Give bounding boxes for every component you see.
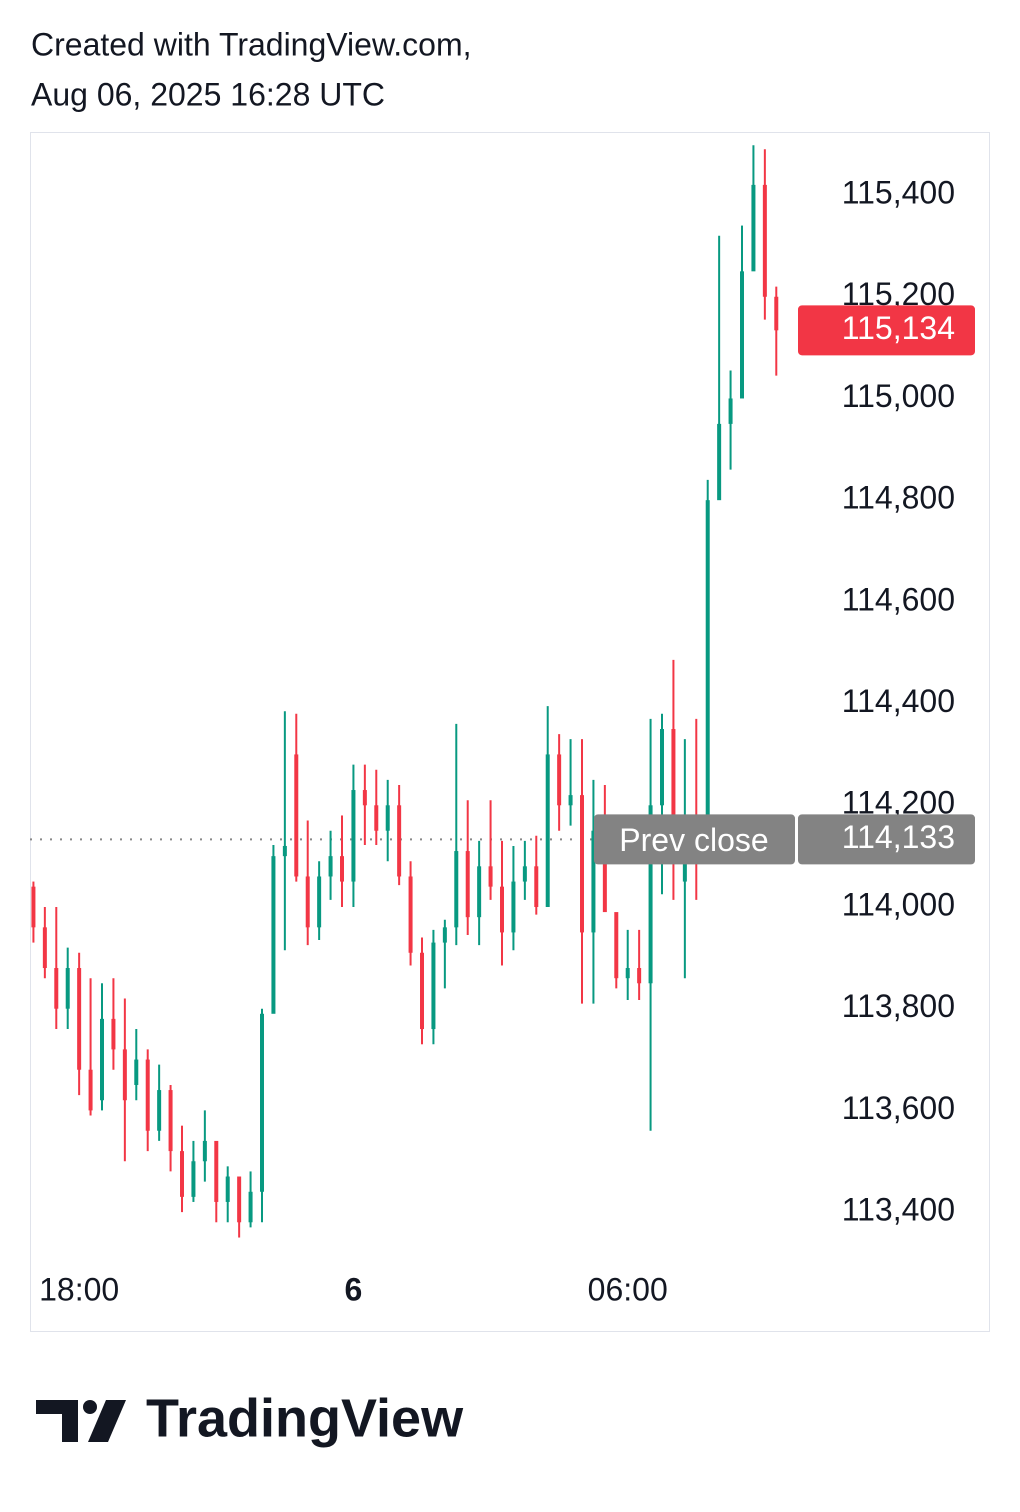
candle-body xyxy=(282,845,287,857)
candle-body xyxy=(225,1176,230,1202)
candle-body xyxy=(602,830,607,913)
candle-body xyxy=(31,886,36,928)
candle-body xyxy=(88,1069,93,1111)
candle-body xyxy=(202,1140,207,1162)
candle-body xyxy=(248,1191,253,1223)
y-tick-label: 114,800 xyxy=(842,480,955,516)
candle-body xyxy=(545,754,550,907)
candle-body xyxy=(625,968,630,979)
candle-body xyxy=(65,968,70,1009)
candle-body xyxy=(488,866,493,887)
candle-body xyxy=(705,500,710,857)
x-tick-label: 18:00 xyxy=(39,1271,119,1307)
candle-body xyxy=(408,876,413,953)
candle-body xyxy=(717,423,722,501)
candle-body xyxy=(328,856,333,877)
y-tick-label: 113,800 xyxy=(842,988,955,1024)
candle-body xyxy=(134,1059,139,1085)
y-tick-label: 113,600 xyxy=(842,1090,955,1126)
candle-body xyxy=(271,856,276,1014)
candle-body xyxy=(477,866,482,918)
candle-body xyxy=(237,1176,242,1223)
candle-body xyxy=(305,876,310,928)
candle-body xyxy=(500,886,504,933)
prev-close-value: 114,133 xyxy=(842,819,955,855)
candle-body xyxy=(557,754,562,806)
candle-body xyxy=(397,805,402,877)
prev-close-value-box xyxy=(798,814,975,865)
candle-body xyxy=(145,1059,150,1131)
y-tick-label: 113,400 xyxy=(842,1192,955,1228)
candle-body xyxy=(614,912,619,979)
candle-body xyxy=(180,1151,184,1197)
candle-body xyxy=(100,1018,104,1101)
logo-icon xyxy=(36,1400,126,1442)
candle-body xyxy=(637,968,642,984)
candle-body xyxy=(511,881,516,933)
candle-body xyxy=(385,805,390,831)
candle-body xyxy=(168,1090,173,1152)
candle-body xyxy=(374,805,379,831)
candle-body xyxy=(111,1018,116,1050)
candle-body xyxy=(454,851,459,928)
candle-body xyxy=(660,729,664,806)
candle-body xyxy=(420,952,424,1030)
logo-text: TradingView xyxy=(146,1388,464,1448)
candle-body xyxy=(591,830,596,933)
candle-body xyxy=(54,968,59,1009)
candle-body xyxy=(157,1090,162,1131)
prev-close-title: Prev close xyxy=(619,822,768,858)
last-price-box xyxy=(798,305,975,356)
candle-body xyxy=(740,271,744,399)
y-tick-label: 114,000 xyxy=(842,886,955,922)
candle-body xyxy=(534,866,539,907)
y-tick-label: 114,400 xyxy=(842,683,955,719)
candle-body xyxy=(465,851,470,918)
candle-body xyxy=(317,876,322,928)
candle-body xyxy=(568,795,573,806)
header-line: Aug 06, 2025 16:28 UTC xyxy=(31,76,385,112)
candle-body xyxy=(42,927,47,969)
y-tick-label: 115,400 xyxy=(842,175,955,211)
candle-body xyxy=(362,790,367,806)
candle-body xyxy=(580,795,584,933)
candle-body xyxy=(340,856,344,882)
candle-body xyxy=(728,398,733,424)
chart-frame xyxy=(30,132,990,1332)
candle-body xyxy=(648,805,653,984)
x-tick-label: 06:00 xyxy=(588,1271,668,1307)
candle-body xyxy=(294,754,299,877)
x-tick-label: 6 xyxy=(345,1271,363,1307)
y-tick-label: 114,600 xyxy=(842,581,955,617)
candle-body xyxy=(774,296,779,331)
candle-body xyxy=(431,942,436,1030)
header-line: Created with TradingView.com, xyxy=(31,26,472,62)
candle-body xyxy=(191,1161,196,1197)
candle-body xyxy=(214,1140,219,1202)
prev-close-title-box xyxy=(594,814,795,865)
candle-body xyxy=(260,1013,264,1192)
candle-body xyxy=(122,1049,127,1101)
last-price-value: 115,134 xyxy=(842,310,955,346)
candle-body xyxy=(671,729,676,857)
candle-body xyxy=(522,866,527,882)
candle-body xyxy=(351,790,356,882)
candle-body xyxy=(751,184,756,272)
candle-body xyxy=(762,184,767,297)
y-tick-label: 115,000 xyxy=(842,378,955,414)
candle-body xyxy=(442,927,447,943)
candle-body xyxy=(77,968,82,1070)
